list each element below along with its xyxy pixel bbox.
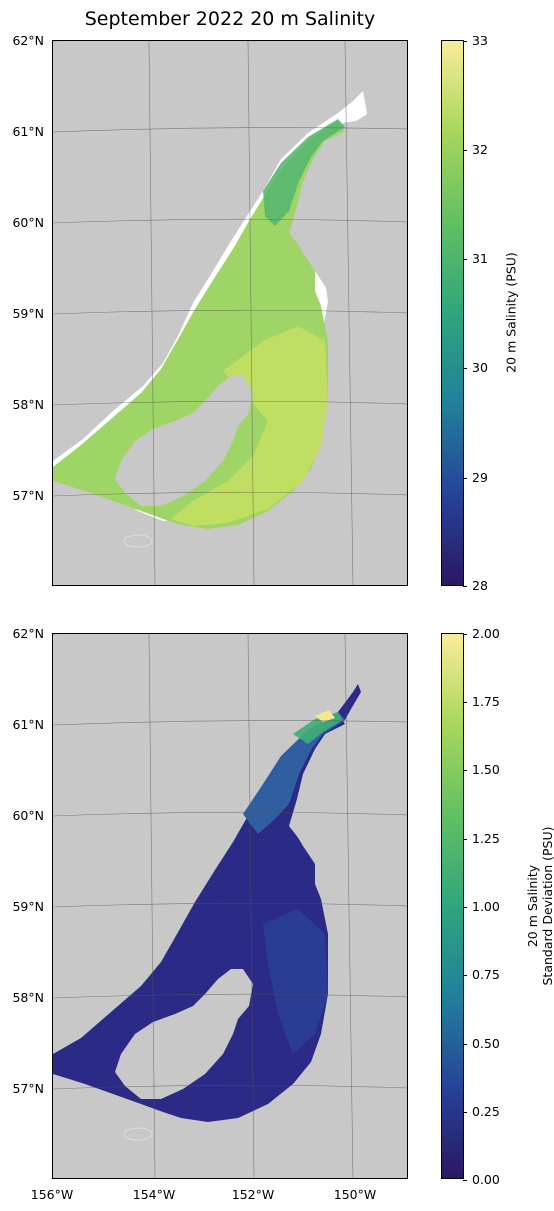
cbar-tick: 1.50 xyxy=(463,762,500,777)
lat-label-57-top: 57°N xyxy=(12,488,44,503)
cbar-tick: 0.75 xyxy=(463,967,500,982)
island-kodiak xyxy=(115,969,253,1099)
cbar-tick: 0.00 xyxy=(463,1172,500,1187)
lon-label-154: 154°W xyxy=(132,1187,176,1202)
cbar-tick: 30 xyxy=(463,360,488,375)
chirikof-islands xyxy=(123,534,153,548)
lat-label-59-top: 59°N xyxy=(12,306,44,321)
stddev-map-panel xyxy=(52,633,408,1179)
stddev-label-line1: 20 m Salinity xyxy=(525,864,540,948)
cbar-tick: 2.00 xyxy=(463,626,500,641)
lon-label-152: 152°W xyxy=(231,1187,275,1202)
lon-label-156: 156°W xyxy=(30,1187,74,1202)
lat-label-62-top: 62°N xyxy=(12,33,44,48)
cbar-tick: 0.50 xyxy=(463,1036,500,1051)
stddev-inlet xyxy=(243,712,345,834)
lat-label-60-bottom: 60°N xyxy=(12,808,44,823)
lat-label-58-bottom: 58°N xyxy=(12,990,44,1005)
cbar-tick: 1.25 xyxy=(463,831,500,846)
island-kodiak xyxy=(115,376,253,506)
lat-label-61-bottom: 61°N xyxy=(12,717,44,732)
stddev-colorbar xyxy=(441,633,464,1179)
lat-label-58-top: 58°N xyxy=(12,397,44,412)
cbar-tick: 28 xyxy=(463,578,488,593)
cbar-tick: 1.00 xyxy=(463,899,500,914)
cbar-tick: 33 xyxy=(463,33,488,48)
chirikof-islands xyxy=(123,1127,153,1141)
cbar-tick: 31 xyxy=(463,251,488,266)
lat-label-62-bottom: 62°N xyxy=(12,626,44,641)
lon-label-150: 150°W xyxy=(333,1187,377,1202)
stddev-peak xyxy=(315,710,335,722)
land-east xyxy=(293,82,407,291)
cbar-tick: 1.75 xyxy=(463,694,500,709)
knik-arm xyxy=(338,684,361,720)
graticule xyxy=(53,634,407,1178)
lat-label-60-top: 60°N xyxy=(12,215,44,230)
lat-label-61-top: 61°N xyxy=(12,124,44,139)
salinity-map xyxy=(53,41,407,585)
stddev-high xyxy=(293,712,343,744)
salinity-inlet xyxy=(263,119,345,226)
land-east xyxy=(293,675,407,884)
salinity-colorbar-label: 20 m Salinity (PSU) xyxy=(503,252,519,373)
land-northwest xyxy=(53,634,353,1044)
cbar-tick: 32 xyxy=(463,142,488,157)
lat-label-59-bottom: 59°N xyxy=(12,899,44,914)
stddev-colorbar-label: 20 m Salinity Standard Deviation (PSU) xyxy=(525,821,554,991)
salinity-south xyxy=(171,326,328,526)
graticule xyxy=(53,41,407,585)
stddev-mid xyxy=(263,909,328,1054)
stddev-map xyxy=(53,634,407,1178)
lat-label-57-bottom: 57°N xyxy=(12,1081,44,1096)
stddev-label-line2: Standard Deviation (PSU) xyxy=(540,826,554,986)
cbar-tick: 29 xyxy=(463,470,488,485)
salinity-colorbar xyxy=(441,40,464,586)
figure-title: September 2022 20 m Salinity xyxy=(84,8,376,30)
salinity-map-panel xyxy=(52,40,408,586)
cbar-tick: 0.25 xyxy=(463,1104,500,1119)
land-northwest xyxy=(53,41,407,451)
